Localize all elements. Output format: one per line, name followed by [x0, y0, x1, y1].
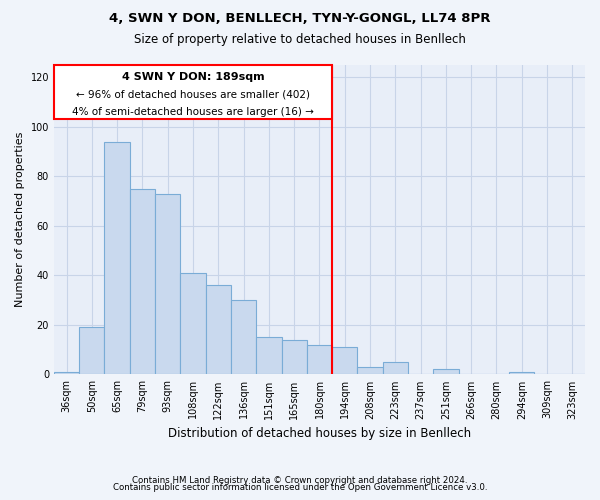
Bar — [54, 372, 79, 374]
Text: 4 SWN Y DON: 189sqm: 4 SWN Y DON: 189sqm — [122, 72, 265, 83]
Text: Contains HM Land Registry data © Crown copyright and database right 2024.: Contains HM Land Registry data © Crown c… — [132, 476, 468, 485]
Bar — [130, 189, 155, 374]
Bar — [181, 273, 206, 374]
Text: Contains public sector information licensed under the Open Government Licence v3: Contains public sector information licen… — [113, 484, 487, 492]
Bar — [231, 300, 256, 374]
Bar — [358, 367, 383, 374]
Bar — [206, 286, 231, 374]
Bar — [256, 338, 281, 374]
Bar — [383, 362, 408, 374]
Bar — [104, 142, 130, 374]
Text: 4% of semi-detached houses are larger (16) →: 4% of semi-detached houses are larger (1… — [72, 107, 314, 117]
Bar — [509, 372, 535, 374]
Bar — [155, 194, 181, 374]
FancyBboxPatch shape — [54, 65, 332, 120]
Text: Size of property relative to detached houses in Benllech: Size of property relative to detached ho… — [134, 32, 466, 46]
Bar — [307, 344, 332, 374]
Text: ← 96% of detached houses are smaller (402): ← 96% of detached houses are smaller (40… — [76, 90, 310, 100]
X-axis label: Distribution of detached houses by size in Benllech: Distribution of detached houses by size … — [168, 427, 471, 440]
Bar — [332, 347, 358, 374]
Bar — [281, 340, 307, 374]
Bar — [79, 328, 104, 374]
Text: 4, SWN Y DON, BENLLECH, TYN-Y-GONGL, LL74 8PR: 4, SWN Y DON, BENLLECH, TYN-Y-GONGL, LL7… — [109, 12, 491, 26]
Y-axis label: Number of detached properties: Number of detached properties — [15, 132, 25, 308]
Bar — [433, 370, 458, 374]
